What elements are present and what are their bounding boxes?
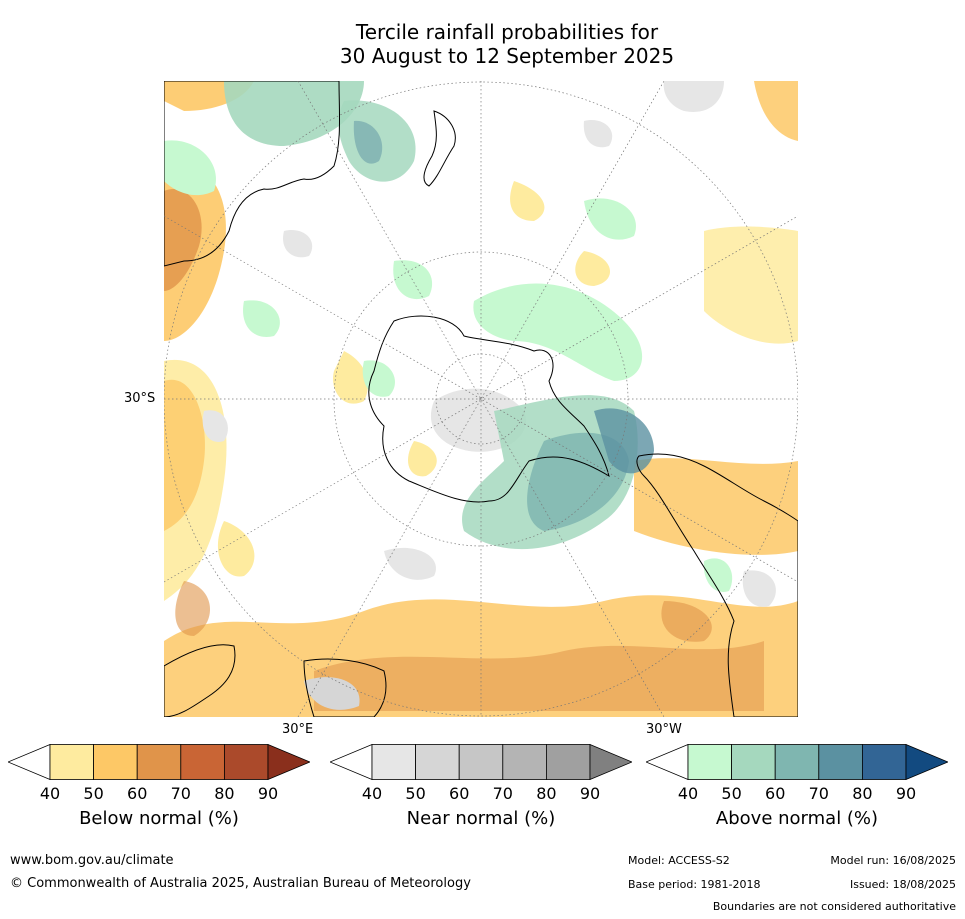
colorbar-below-normal-title: Below normal (%) [79,808,239,829]
model-text: Model: ACCESS-S2 [628,854,730,867]
colorbar-segment [223,744,269,780]
australia-coastline [164,81,341,267]
colorbar-segment [49,744,94,780]
issued-text: Issued: 18/08/2025 [849,878,956,891]
colorbar-above-normal-title: Above normal (%) [715,808,879,829]
colorbar-above-normal-ticks: 40 50 60 70 80 90 [646,784,948,804]
colorbar-near-normal-ticks: 40 50 60 70 80 90 [330,784,632,804]
colorbar-segment [371,744,416,780]
colorbar-near-normal-title: Near normal (%) [406,808,556,829]
colorbar-segment [818,744,863,780]
colorbar-tick-label: 40 [361,784,383,803]
colorbar-low-extend [646,744,689,780]
below-normal-regions [164,81,798,717]
colorbar-tick-label: 60 [765,784,786,803]
colorbar-tick-label: 80 [852,784,873,803]
website-text: www.bom.gov.au/climate [10,853,174,868]
base-period-text: Base period: 1981-2018 [628,878,761,891]
colorbar-tick-label: 70 [170,784,191,803]
colorbar-segment [731,744,776,780]
africa-coastline [164,644,387,717]
colorbar-tick-label: 90 [895,784,917,803]
probability-map [164,81,798,717]
lat-label-30s: 30°S [124,391,156,406]
lon-label-30w: 30°W [646,722,682,737]
new-zealand-coastline [423,110,456,187]
south-america-coastline [636,453,798,717]
colorbar-high-extend [905,744,948,780]
above-normal-regions [164,81,733,592]
antarctica-coastline [368,315,610,503]
colorbar-high-extend [589,744,632,780]
colorbar-segment [136,744,182,780]
colorbar-tick-label: 50 [721,784,742,803]
boundaries-disclaimer: Boundaries are not considered authoritat… [712,900,956,913]
chart-title: Tercile rainfall probabilities for 30 Au… [0,20,965,68]
colorbar-tick-label: 40 [677,784,699,803]
colorbar-below-normal-ticks: 40 50 60 70 80 90 [8,784,310,804]
colorbar-tick-label: 90 [257,784,279,803]
colorbar-segment [180,744,225,780]
colorbar-tick-label: 90 [579,784,601,803]
title-line-2: 30 August to 12 September 2025 [339,44,675,68]
colorbar-tick-label: 70 [808,784,829,803]
model-run-text: Model run: 16/08/2025 [830,854,956,867]
colorbar-tick-label: 50 [83,784,104,803]
colorbar-tick-label: 50 [405,784,426,803]
colorbar-above-normal [646,744,948,780]
colorbar-tick-label: 80 [214,784,235,803]
graticule [164,81,798,717]
title-line-1: Tercile rainfall probabilities for [355,20,659,44]
lon-label-30e: 30°E [282,722,314,737]
colorbar-tick-label: 70 [492,784,513,803]
colorbar-segment [861,744,907,780]
copyright-text: © Commonwealth of Australia 2025, Austra… [10,876,471,891]
colorbar-tick-label: 40 [39,784,61,803]
colorbar-low-extend [8,744,51,780]
colorbar-segment [774,744,820,780]
colorbar-tick-label: 60 [127,784,148,803]
colorbar-segment [545,744,591,780]
colorbar-segment [458,744,504,780]
colorbar-segment [502,744,547,780]
colorbar-tick-label: 80 [536,784,557,803]
colorbar-high-extend [267,744,310,780]
colorbar-segment [415,744,460,780]
colorbar-low-extend [330,744,373,780]
colorbar-below-normal [8,744,310,780]
colorbar-near-normal [330,744,632,780]
colorbar-segment [687,744,732,780]
colorbar-tick-label: 60 [449,784,470,803]
colorbar-segment [93,744,138,780]
